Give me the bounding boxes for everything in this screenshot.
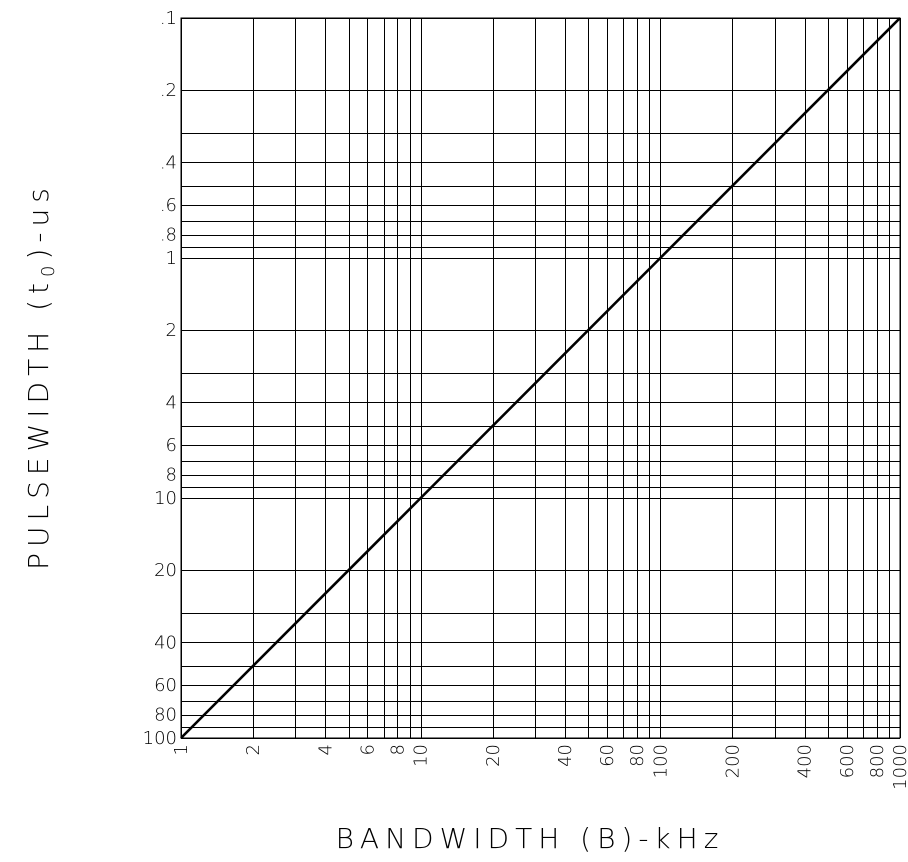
x-tick-label: 8 [387, 744, 408, 755]
y-tick-label: .2 [160, 80, 177, 101]
x-axis-label-text: BANDWIDTH (B)-kHz [336, 822, 725, 855]
x-tick-label: 100 [650, 744, 671, 778]
y-tick-label: 60 [154, 675, 177, 696]
y-tick-label: 8 [166, 465, 177, 486]
x-tick-label: 6 [357, 744, 378, 755]
y-axis-label: PULSEWIDTH (t0)-us [22, 182, 59, 570]
series-line [180, 17, 901, 739]
x-tick-label: 600 [837, 744, 858, 778]
y-tick-label: .8 [160, 225, 177, 246]
series [180, 17, 901, 739]
y-tick-label: 20 [154, 560, 177, 581]
y-tick-label: 1 [166, 248, 177, 269]
y-tick-label: 40 [154, 632, 177, 653]
grid [181, 18, 901, 739]
x-tick-label: 800 [867, 744, 888, 778]
x-tick-label: 80 [627, 744, 648, 767]
x-axis-label: BANDWIDTH (B)-kHz [336, 822, 725, 855]
x-tick-label: 10 [411, 744, 432, 767]
y-tick-label: 10 [154, 488, 177, 509]
y-tick-label: 6 [166, 435, 177, 456]
x-tick-labels: 1 2 4 6 8 10 20 40 60 80 100 200 400 600 800 1000 [171, 744, 908, 790]
y-tick-label: .6 [160, 195, 177, 216]
x-tick-label: 400 [795, 744, 816, 778]
plot-frame [180, 17, 901, 739]
x-tick-label: 1000 [890, 744, 908, 790]
y-tick-label: 2 [166, 320, 177, 341]
y-tick-label: 100 [143, 728, 177, 749]
y-axis-label-sub: 0 [38, 260, 59, 277]
x-tick-label: 4 [315, 744, 336, 755]
y-tick-label: 80 [154, 705, 177, 726]
x-tick-label: 20 [483, 744, 504, 767]
y-tick-label: .4 [160, 152, 177, 173]
x-tick-label: 200 [722, 744, 743, 778]
y-tick-label: .1 [160, 8, 177, 29]
x-tick-label: 40 [555, 744, 576, 767]
y-tick-label: 4 [166, 392, 177, 413]
x-tick-label: 60 [597, 744, 618, 767]
y-axis-label-pre: PULSEWIDTH (t [22, 277, 55, 570]
x-tick-label: 1 [171, 744, 192, 755]
x-tick-label: 2 [243, 744, 264, 755]
y-axis-label-post: )-us [22, 182, 55, 259]
